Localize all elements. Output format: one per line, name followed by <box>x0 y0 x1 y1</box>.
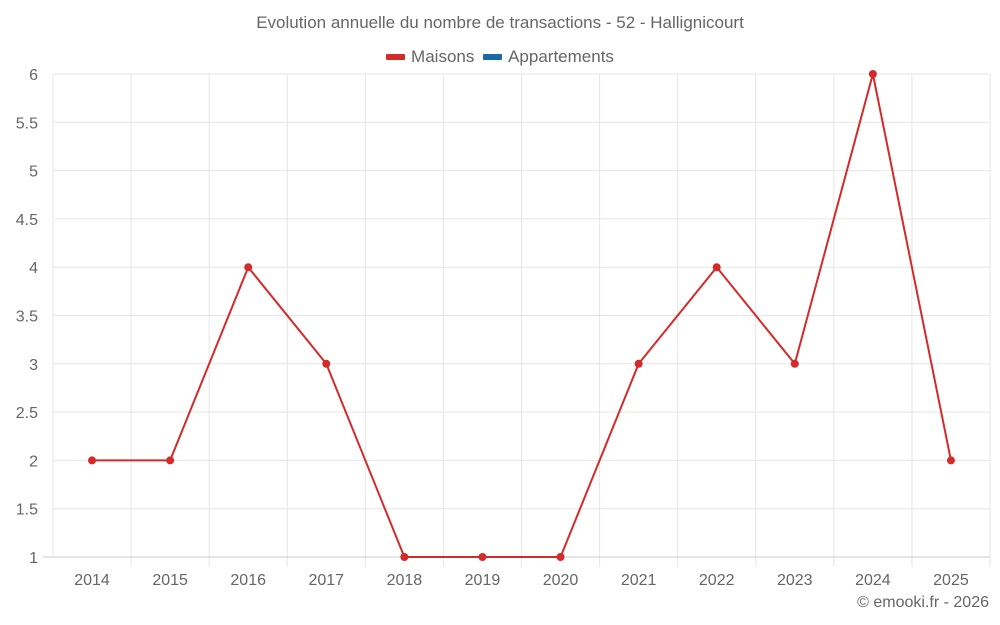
y-tick-label: 1 <box>29 550 38 567</box>
y-tick-label: 6 <box>29 67 38 84</box>
x-tick-label: 2018 <box>387 572 423 589</box>
legend-item-appartements[interactable]: Appartements <box>483 47 614 67</box>
x-tick-label: 2015 <box>152 572 188 589</box>
data-point[interactable] <box>946 456 955 465</box>
data-point[interactable] <box>790 359 799 368</box>
legend-swatch-appartements <box>483 54 503 60</box>
data-point[interactable] <box>244 263 253 272</box>
data-point[interactable] <box>478 553 487 561</box>
y-tick-label: 1.5 <box>16 502 38 519</box>
x-tick-label: 2017 <box>308 572 344 589</box>
x-axis: 2014 2015 2016 2017 2018 2019 2020 2021 2022 2023… <box>43 556 990 589</box>
legend-label-maisons: Maisons <box>411 47 475 66</box>
x-tick-label: 2014 <box>74 572 110 589</box>
chart-title: Evolution annuelle du nombre de transact… <box>256 13 744 32</box>
legend-item-maisons[interactable]: Maisons <box>386 47 474 67</box>
grid-lines <box>52 73 991 567</box>
y-tick-label: 2.5 <box>16 405 38 422</box>
credits[interactable]: © emooki.fr - 2026 <box>857 594 989 611</box>
x-tick-label: 2020 <box>543 572 579 589</box>
data-point[interactable] <box>88 456 97 465</box>
y-tick-label: 2 <box>29 453 38 470</box>
x-tick-label: 2024 <box>855 572 891 589</box>
data-point[interactable] <box>322 359 331 368</box>
data-point[interactable] <box>634 359 643 368</box>
x-tick-label: 2025 <box>933 572 969 589</box>
data-point[interactable] <box>556 553 565 561</box>
legend-label-appartements: Appartements <box>508 47 614 66</box>
y-tick-label: 5 <box>29 164 38 181</box>
x-tick-label: 2021 <box>621 572 657 589</box>
x-tick-label: 2016 <box>230 572 266 589</box>
x-tick-label: 2019 <box>465 572 501 589</box>
y-tick-label: 3.5 <box>16 309 38 326</box>
x-tick-label: 2022 <box>699 572 735 589</box>
y-tick-label: 4.5 <box>16 212 38 229</box>
series-maisons <box>88 70 955 561</box>
data-point[interactable] <box>868 70 877 78</box>
data-point[interactable] <box>712 263 721 272</box>
y-tick-label: 5.5 <box>16 115 38 132</box>
y-axis: 1 1.5 2 2.5 3 3.5 4 4.5 5 5.5 6 <box>16 67 38 567</box>
x-tick-label: 2023 <box>777 572 813 589</box>
y-tick-label: 3 <box>29 357 38 374</box>
data-point[interactable] <box>166 456 175 465</box>
legend-swatch-maisons <box>386 54 406 60</box>
data-point[interactable] <box>400 553 409 561</box>
legend: Maisons Appartements <box>0 45 1000 67</box>
y-tick-label: 4 <box>29 260 38 277</box>
